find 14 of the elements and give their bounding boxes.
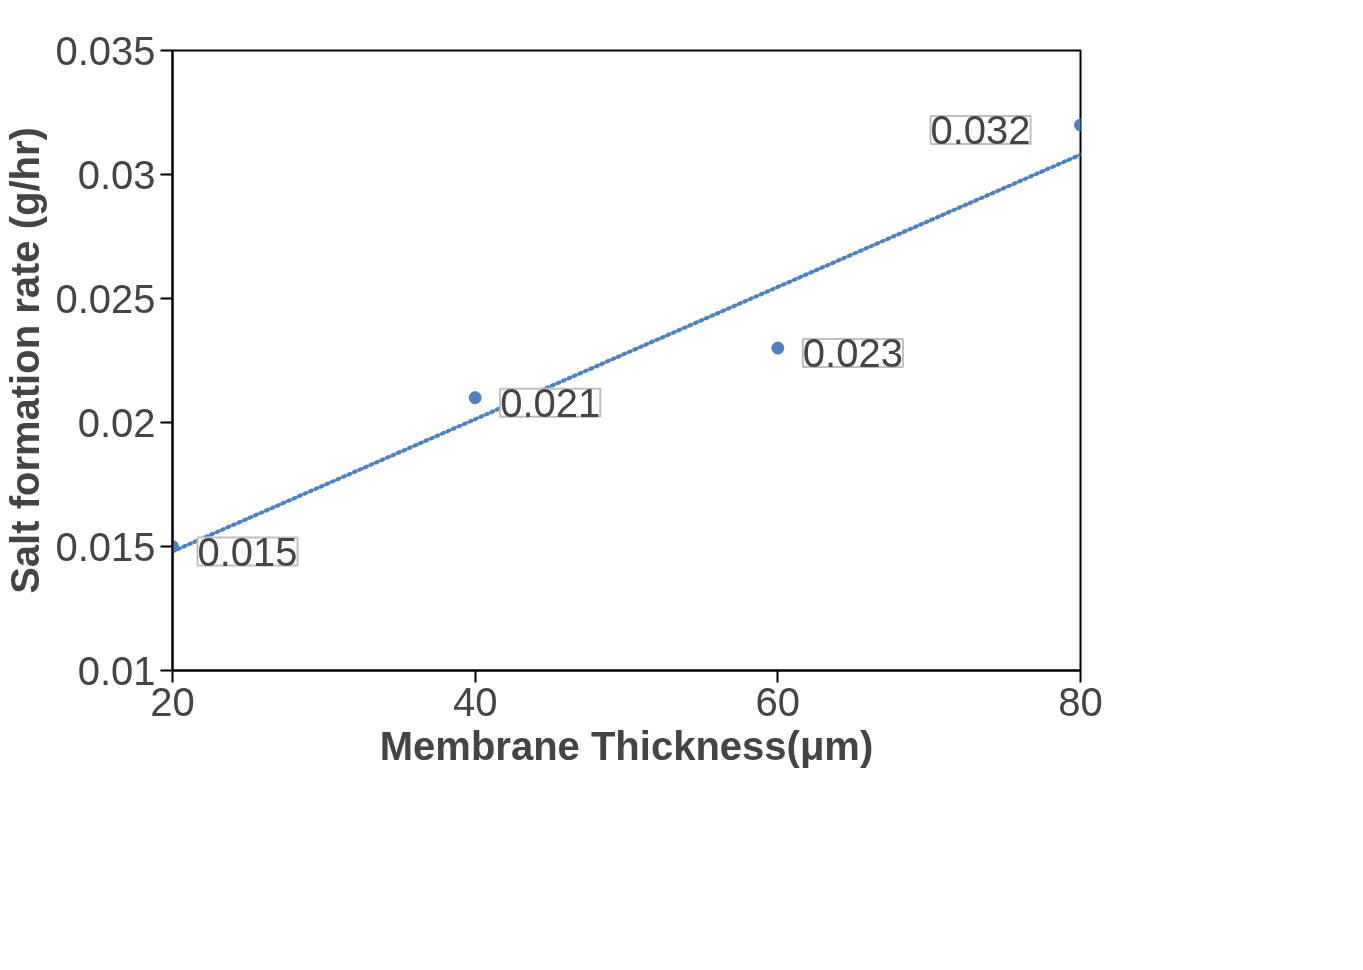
x-tick-label: 40 xyxy=(452,679,498,724)
x-tick-label: 60 xyxy=(755,679,801,724)
data-label: 0.023 xyxy=(802,331,903,376)
y-tick-label: 0.035 xyxy=(55,28,156,73)
data-label: 0.015 xyxy=(197,529,298,574)
data-label: 0.021 xyxy=(500,380,601,425)
x-axis-title: Membrane Thickness(μm) xyxy=(379,723,874,768)
data-label: 0.032 xyxy=(930,107,1031,152)
y-axis-title: Salt formation rate (g/hr) xyxy=(3,127,48,594)
y-tick-label: 0.02 xyxy=(77,400,156,445)
y-tick-label: 0.03 xyxy=(77,152,156,197)
y-tick-label: 0.015 xyxy=(55,524,156,569)
y-tick-label: 0.025 xyxy=(55,276,156,321)
x-tick-label: 80 xyxy=(1058,679,1103,724)
